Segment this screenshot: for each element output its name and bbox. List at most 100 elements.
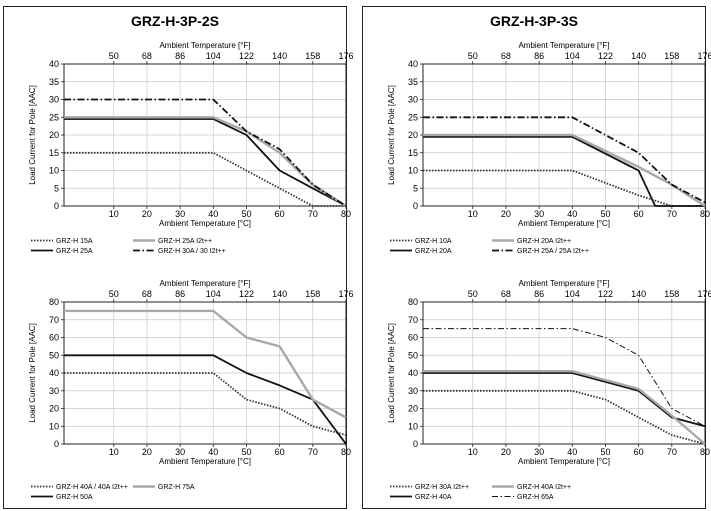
legend-label: GRZ-H 40A I2t++ <box>517 484 571 491</box>
x2-tick-label: 68 <box>142 289 152 299</box>
chart-1: 10 20 30 40 50 60 70 80 50 68 86 104 122 140 158 176 0 5 1… <box>28 41 354 255</box>
y-tick-label: 50 <box>408 350 418 360</box>
y-tick-label: 20 <box>408 130 418 140</box>
x-tick-label: 20 <box>142 447 152 457</box>
x-tick-label: 60 <box>634 209 644 219</box>
x-tick-label: 10 <box>109 447 119 457</box>
legend-label: GRZ-H 10A <box>415 238 452 245</box>
y-axis-title: Load Current for Pole [AAC] <box>28 323 37 423</box>
series-line <box>64 151 346 207</box>
x2-tick-label: 122 <box>598 51 613 61</box>
series-line <box>423 389 706 445</box>
x2-tick-label: 68 <box>501 51 511 61</box>
legend-label: GRZ-H 30A / 30 I2t++ <box>158 248 226 255</box>
y-tick-label: 60 <box>408 333 418 343</box>
legend-label: GRZ-H 30A I2t++ <box>415 484 469 491</box>
x2-axis-title: Ambient Temperature [°F] <box>159 41 250 50</box>
y-axis-title: Load Current for Pole [AAC] <box>28 85 37 185</box>
legend-label: GRZ-H 15A <box>56 238 93 245</box>
x2-tick-label: 158 <box>305 51 320 61</box>
y-tick-label: 25 <box>49 112 59 122</box>
y-tick-label: 80 <box>408 297 418 307</box>
y-tick-label: 50 <box>49 350 59 360</box>
y-tick-label: 15 <box>408 148 418 158</box>
x-tick-label: 60 <box>634 447 644 457</box>
legend-label: GRZ-H 65A <box>517 494 554 501</box>
series-line <box>64 354 347 445</box>
x2-tick-label: 50 <box>109 51 119 61</box>
x2-tick-label: 176 <box>697 51 711 61</box>
x2-tick-label: 122 <box>239 51 254 61</box>
x-tick-label: 40 <box>208 447 218 457</box>
y-tick-label: 20 <box>49 130 59 140</box>
x-tick-label: 20 <box>501 447 511 457</box>
chart-4: 10 20 30 40 50 60 70 80 50 68 86 104 122 140 158 176 0 10… <box>387 279 711 501</box>
x2-tick-label: 140 <box>631 51 646 61</box>
legend-label: GRZ-H 25A <box>56 248 93 255</box>
x2-tick-label: 104 <box>206 51 221 61</box>
y-tick-label: 30 <box>408 386 418 396</box>
y-tick-label: 30 <box>408 95 418 105</box>
series-line <box>423 135 705 207</box>
y-tick-label: 5 <box>54 183 59 193</box>
x-axis-title: Ambient Temperature [°C] <box>518 219 610 228</box>
y-tick-label: 20 <box>49 404 59 414</box>
x-tick-label: 80 <box>700 447 710 457</box>
y-tick-label: 20 <box>408 404 418 414</box>
x2-tick-label: 50 <box>109 289 119 299</box>
legend-label: GRZ-H 40A / 40A I2t++ <box>56 484 128 491</box>
y-tick-label: 0 <box>54 439 59 449</box>
x2-tick-label: 86 <box>534 51 544 61</box>
y-tick-label: 30 <box>49 386 59 396</box>
x-tick-label: 50 <box>600 447 610 457</box>
x2-tick-label: 158 <box>664 51 679 61</box>
y-tick-label: 0 <box>413 439 418 449</box>
series-line <box>64 116 347 208</box>
series-line <box>64 309 347 419</box>
y-tick-label: 35 <box>49 77 59 87</box>
x-tick-label: 40 <box>567 209 577 219</box>
x2-tick-label: 68 <box>142 51 152 61</box>
x-tick-label: 30 <box>175 447 185 457</box>
y-tick-label: 70 <box>408 315 418 325</box>
legend-label: GRZ-H 25A / 25A I2t++ <box>517 248 589 255</box>
x2-tick-label: 158 <box>664 289 679 299</box>
x2-tick-label: 86 <box>175 289 185 299</box>
y-tick-label: 10 <box>408 166 418 176</box>
series-line <box>64 98 347 207</box>
chart-2: 10 20 30 40 50 60 70 80 50 68 86 104 122 140 158 176 0 5 1… <box>387 41 711 255</box>
y-tick-label: 30 <box>49 95 59 105</box>
x2-tick-label: 68 <box>501 289 511 299</box>
x2-tick-label: 104 <box>565 289 580 299</box>
x2-tick-label: 176 <box>338 289 353 299</box>
y-tick-label: 10 <box>49 166 59 176</box>
y-tick-label: 5 <box>413 183 418 193</box>
x-axis-title: Ambient Temperature [°C] <box>518 457 610 466</box>
x-tick-label: 60 <box>275 209 285 219</box>
x-tick-label: 70 <box>667 447 677 457</box>
right-panel-title: GRZ-H-3P-3S <box>490 13 578 29</box>
y-tick-label: 10 <box>408 421 418 431</box>
x-tick-label: 60 <box>275 447 285 457</box>
x-tick-label: 80 <box>341 447 351 457</box>
x-tick-label: 20 <box>142 209 152 219</box>
x-tick-label: 70 <box>308 209 318 219</box>
left-panel-title: GRZ-H-3P-2S <box>131 13 219 29</box>
x2-tick-label: 140 <box>272 289 287 299</box>
x2-tick-label: 86 <box>175 51 185 61</box>
x2-tick-label: 158 <box>305 289 320 299</box>
legend-label: GRZ-H 50A <box>56 494 93 501</box>
x2-tick-label: 104 <box>565 51 580 61</box>
x-tick-label: 40 <box>208 209 218 219</box>
x-tick-label: 30 <box>534 447 544 457</box>
legend-label: GRZ-H 25A I2t++ <box>158 238 212 245</box>
y-tick-label: 70 <box>49 315 59 325</box>
x-tick-label: 10 <box>468 447 478 457</box>
series-line <box>423 372 706 428</box>
x-tick-label: 30 <box>534 209 544 219</box>
legend-label: GRZ-H 40A <box>415 494 452 501</box>
x2-tick-label: 122 <box>239 289 254 299</box>
x-axis-title: Ambient Temperature [°C] <box>159 457 251 466</box>
series-line <box>423 116 706 204</box>
x-tick-label: 20 <box>501 209 511 219</box>
